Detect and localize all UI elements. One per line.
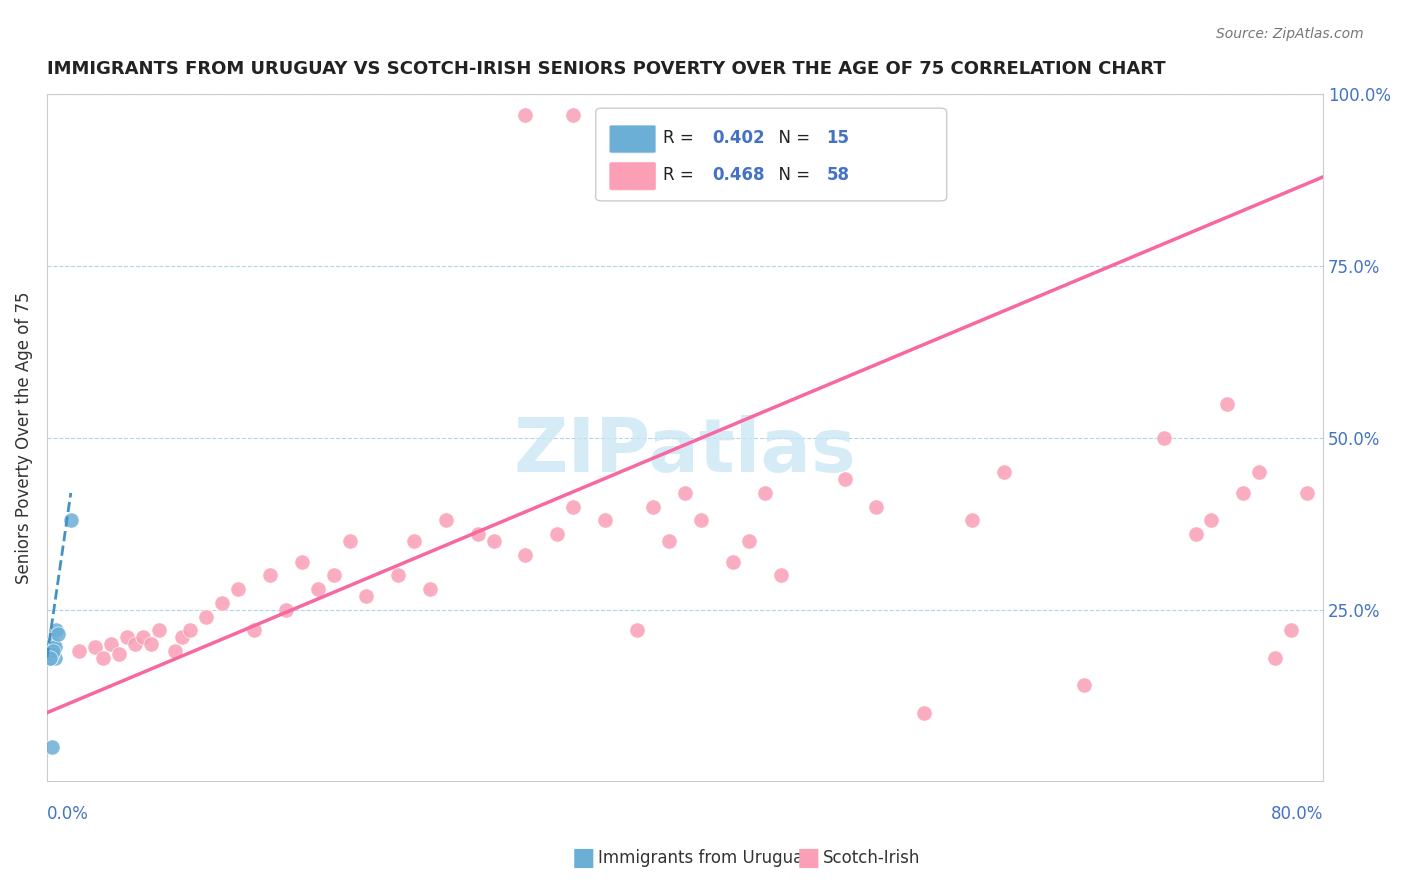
Point bbox=[912, 706, 935, 720]
Point bbox=[834, 472, 856, 486]
Point bbox=[626, 624, 648, 638]
Point bbox=[1249, 465, 1271, 479]
Point bbox=[163, 644, 186, 658]
Point bbox=[115, 630, 138, 644]
Point bbox=[1073, 678, 1095, 692]
Point bbox=[42, 637, 65, 651]
Point bbox=[44, 650, 66, 665]
Point bbox=[690, 513, 713, 527]
Point bbox=[1216, 396, 1239, 410]
Point bbox=[402, 533, 425, 548]
Point bbox=[754, 486, 776, 500]
Point bbox=[41, 640, 63, 655]
Point bbox=[148, 624, 170, 638]
Point bbox=[42, 644, 65, 658]
Point bbox=[195, 609, 218, 624]
Point bbox=[643, 500, 665, 514]
Point bbox=[515, 548, 537, 562]
Point bbox=[83, 640, 105, 655]
Point bbox=[593, 108, 616, 122]
Point bbox=[993, 465, 1015, 479]
Point bbox=[865, 500, 887, 514]
Point bbox=[419, 582, 441, 596]
Point bbox=[515, 108, 537, 122]
Point bbox=[1153, 431, 1175, 445]
Point bbox=[1279, 624, 1302, 638]
Point bbox=[1264, 650, 1286, 665]
Point bbox=[673, 486, 696, 500]
Point bbox=[1232, 486, 1254, 500]
Point bbox=[42, 637, 65, 651]
Point bbox=[291, 555, 314, 569]
Text: Immigrants from Uruguay: Immigrants from Uruguay bbox=[598, 849, 813, 867]
Point bbox=[107, 648, 129, 662]
Point bbox=[738, 533, 761, 548]
Point bbox=[228, 582, 250, 596]
Point bbox=[276, 603, 298, 617]
Point bbox=[46, 626, 69, 640]
FancyBboxPatch shape bbox=[610, 126, 655, 153]
Text: 58: 58 bbox=[827, 166, 849, 184]
Point bbox=[39, 650, 62, 665]
Point bbox=[562, 108, 585, 122]
Text: ■: ■ bbox=[572, 847, 595, 870]
Text: 15: 15 bbox=[827, 128, 849, 146]
Text: R =: R = bbox=[664, 166, 699, 184]
Point bbox=[769, 568, 792, 582]
Point bbox=[131, 630, 153, 644]
Point bbox=[658, 533, 681, 548]
Point bbox=[323, 568, 346, 582]
Text: 0.402: 0.402 bbox=[711, 128, 765, 146]
Text: N =: N = bbox=[768, 166, 815, 184]
FancyBboxPatch shape bbox=[596, 108, 946, 201]
Text: 0.0%: 0.0% bbox=[46, 805, 89, 823]
Point bbox=[41, 740, 63, 755]
Point bbox=[307, 582, 329, 596]
Point bbox=[91, 650, 114, 665]
Point bbox=[562, 500, 585, 514]
Point bbox=[67, 644, 90, 658]
Point bbox=[960, 513, 983, 527]
Point bbox=[1201, 513, 1223, 527]
Point bbox=[45, 624, 67, 638]
Point bbox=[172, 630, 194, 644]
Point bbox=[1184, 527, 1206, 541]
Point bbox=[434, 513, 457, 527]
Point bbox=[41, 648, 63, 662]
Text: ■: ■ bbox=[797, 847, 820, 870]
Point bbox=[243, 624, 266, 638]
Point bbox=[387, 568, 409, 582]
Point bbox=[41, 644, 63, 658]
Point bbox=[139, 637, 162, 651]
Point bbox=[259, 568, 281, 582]
Text: 80.0%: 80.0% bbox=[1271, 805, 1323, 823]
Point bbox=[59, 513, 82, 527]
Point bbox=[339, 533, 361, 548]
Point bbox=[546, 527, 568, 541]
Text: R =: R = bbox=[664, 128, 699, 146]
Text: IMMIGRANTS FROM URUGUAY VS SCOTCH-IRISH SENIORS POVERTY OVER THE AGE OF 75 CORRE: IMMIGRANTS FROM URUGUAY VS SCOTCH-IRISH … bbox=[46, 60, 1166, 78]
Text: 0.468: 0.468 bbox=[711, 166, 765, 184]
Point bbox=[100, 637, 122, 651]
Point bbox=[721, 555, 744, 569]
Text: N =: N = bbox=[768, 128, 815, 146]
Point bbox=[1296, 486, 1319, 500]
Point bbox=[41, 644, 63, 658]
Point bbox=[482, 533, 505, 548]
Point bbox=[124, 637, 146, 651]
Y-axis label: Seniors Poverty Over the Age of 75: Seniors Poverty Over the Age of 75 bbox=[15, 292, 32, 584]
Text: ZIPatlas: ZIPatlas bbox=[513, 415, 856, 488]
Point bbox=[593, 513, 616, 527]
Text: Scotch-Irish: Scotch-Irish bbox=[823, 849, 920, 867]
Point bbox=[354, 589, 377, 603]
Point bbox=[179, 624, 201, 638]
Point bbox=[44, 640, 66, 655]
Point bbox=[39, 650, 62, 665]
FancyBboxPatch shape bbox=[610, 162, 655, 190]
Point bbox=[211, 596, 233, 610]
Text: Source: ZipAtlas.com: Source: ZipAtlas.com bbox=[1216, 27, 1364, 41]
Point bbox=[467, 527, 489, 541]
